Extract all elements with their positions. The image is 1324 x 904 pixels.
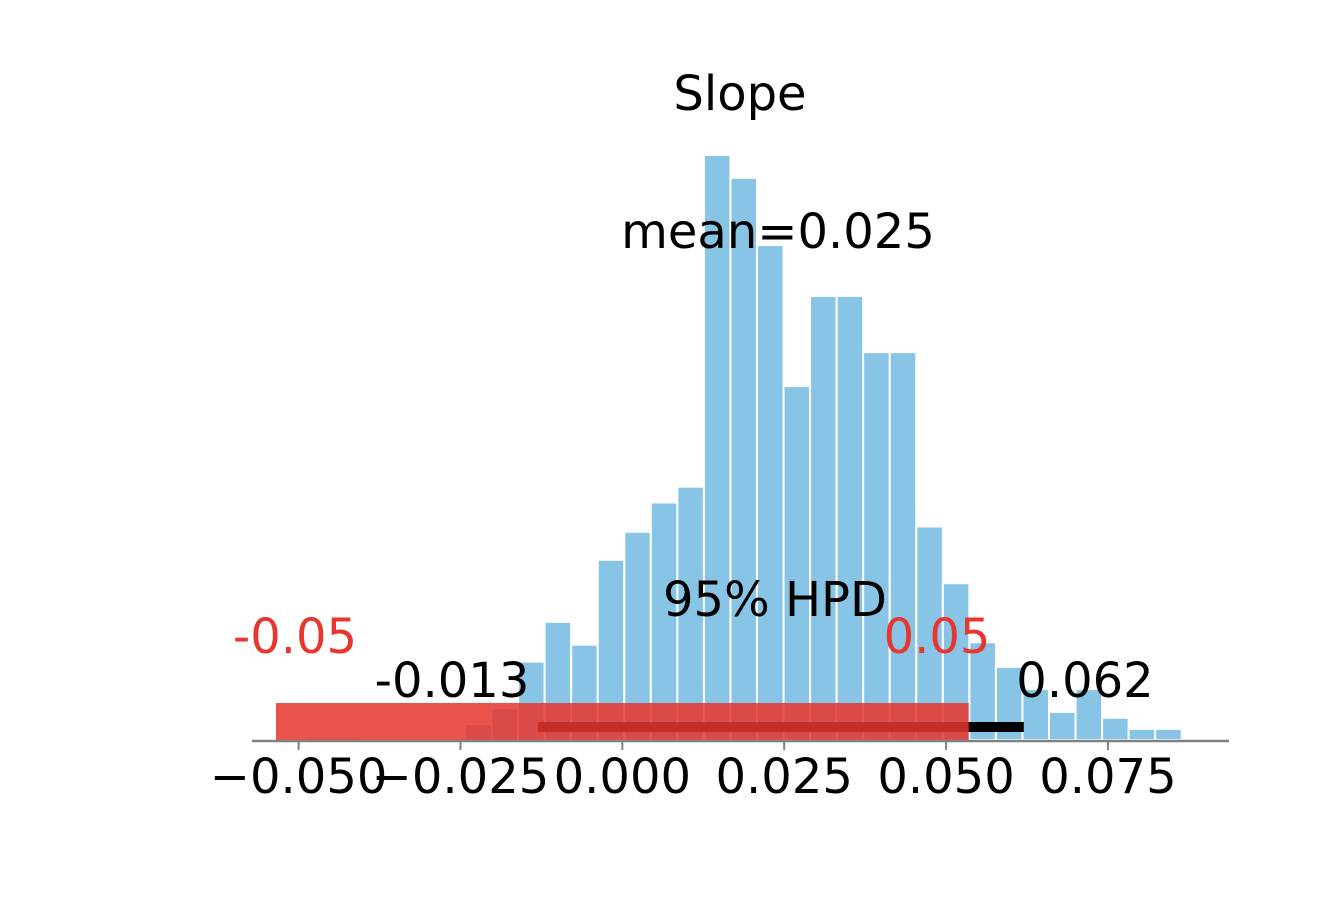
histogram-bar-16 bbox=[835, 294, 865, 741]
rope-low-label: -0.05 bbox=[233, 609, 357, 665]
rope-band bbox=[275, 703, 969, 740]
histogram-bar-17 bbox=[862, 351, 891, 741]
x-tick-label-1: −0.025 bbox=[372, 749, 550, 805]
histogram-bar-12 bbox=[729, 176, 759, 741]
hpd-low-label: -0.013 bbox=[375, 653, 530, 709]
x-tick-label-0: −0.050 bbox=[210, 749, 388, 805]
x-tick-label-2: 0.000 bbox=[554, 749, 691, 805]
histogram-bar-15 bbox=[809, 294, 838, 741]
x-axis: −0.050−0.025 0.000 0.025 0.050 0.075 bbox=[210, 739, 1229, 805]
chart-title: Slope bbox=[673, 66, 806, 122]
histogram-bar-28 bbox=[1154, 727, 1183, 742]
histogram-bar-23 bbox=[1021, 688, 1051, 741]
mean-label: mean=0.025 bbox=[621, 204, 935, 260]
histogram-bar-24 bbox=[1048, 710, 1077, 741]
x-tick-label-4: 0.050 bbox=[877, 749, 1014, 805]
histogram-bar-26 bbox=[1101, 716, 1130, 742]
histogram-bar-18 bbox=[888, 351, 918, 741]
histogram-bar-27 bbox=[1127, 727, 1157, 742]
rope-high-label: 0.05 bbox=[884, 609, 991, 665]
x-tick-label-3: 0.025 bbox=[715, 749, 852, 805]
annotations: Slope mean=0.025 95% HPD -0.013 0.062 -0… bbox=[233, 66, 1154, 709]
hpd-high-label: 0.062 bbox=[1016, 653, 1153, 709]
histogram-bars bbox=[304, 154, 1183, 742]
hpd-title-label: 95% HPD bbox=[663, 572, 887, 628]
histogram-bar-14 bbox=[782, 385, 812, 741]
histogram-bar-13 bbox=[756, 244, 785, 741]
rope-region bbox=[275, 703, 969, 740]
x-tick-label-5: 0.075 bbox=[1039, 749, 1176, 805]
